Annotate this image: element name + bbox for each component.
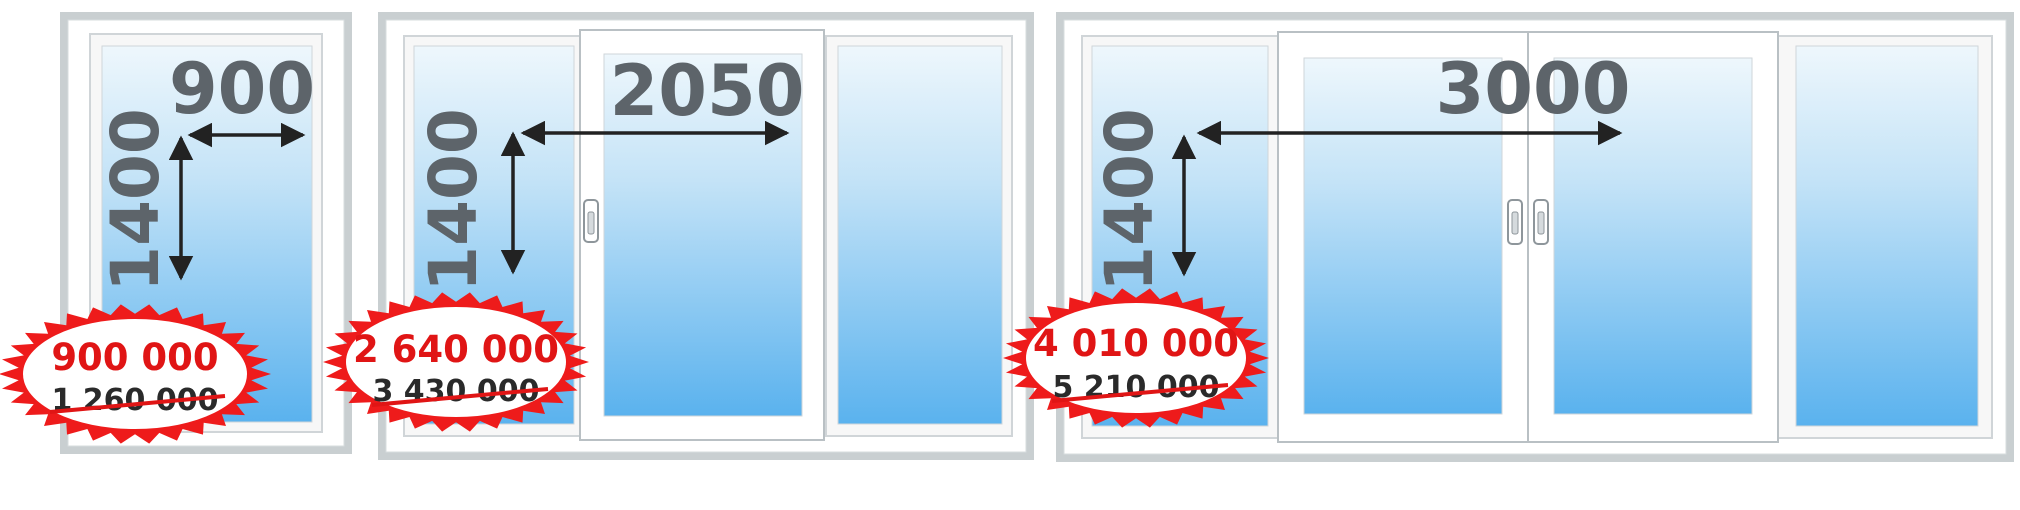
window-3-price-badge: 4 010 000 5 210 000 [1003, 288, 1269, 428]
window-3-badge-inner [1026, 303, 1246, 413]
window-1-badge-inner [23, 319, 247, 429]
window-2-height-label: 1400 [415, 108, 492, 292]
window-3-price-new: 4 010 000 [1033, 322, 1239, 365]
window-2-price-new: 2 640 000 [353, 328, 559, 371]
window-2-badge-inner [346, 307, 566, 417]
window-2: 2050 1400 2 640 000 3 430 000 [323, 12, 1034, 460]
window-2-handle [583, 199, 599, 243]
window-2-price-old-strike [371, 387, 549, 407]
window-1-width-label: 900 [169, 48, 315, 130]
window-1-price-old-strike [49, 394, 226, 414]
window-1-price-new: 900 000 [51, 336, 218, 379]
window-3-handle-left [1507, 199, 1523, 245]
window-2-middle-glass [603, 53, 803, 417]
window-3-center-right-glass [1553, 57, 1753, 415]
window-3-width-label: 3000 [1436, 48, 1631, 130]
window-3-price-old-strike [1051, 383, 1229, 403]
window-2-price-badge: 2 640 000 3 430 000 [323, 292, 589, 432]
window-1: 900 1400 900 000 1 260 000 [0, 12, 352, 454]
window-3-handle-right [1533, 199, 1549, 245]
window-3-height-label: 1400 [1091, 108, 1168, 292]
window-3: 3000 1400 4 010 000 5 210 000 [1003, 12, 2014, 462]
window-2-right-glass [837, 45, 1003, 425]
window-2-width-label: 2050 [610, 50, 805, 132]
window-3-center-left-glass [1303, 57, 1503, 415]
window-1-price-badge: 900 000 1 260 000 [0, 304, 271, 444]
window-1-height-label: 1400 [97, 108, 174, 292]
window-3-right-glass [1795, 45, 1979, 427]
